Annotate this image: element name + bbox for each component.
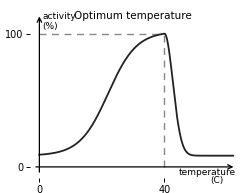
Text: (C): (C) [210, 176, 224, 185]
Text: temperature: temperature [179, 168, 236, 177]
Text: (%): (%) [42, 22, 58, 31]
Text: Optimum temperature: Optimum temperature [74, 11, 192, 21]
Text: activity: activity [42, 12, 76, 21]
